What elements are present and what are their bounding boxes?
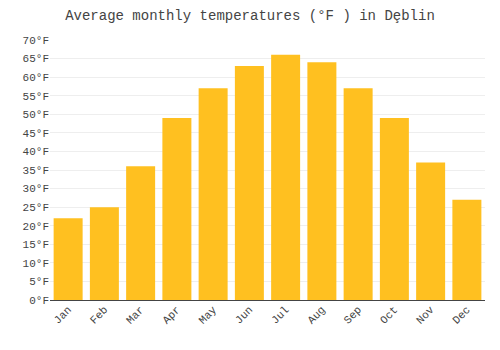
svg-text:Aug: Aug — [305, 304, 327, 326]
svg-text:Jan: Jan — [52, 304, 74, 326]
svg-text:Sep: Sep — [342, 304, 364, 326]
svg-text:70°F: 70°F — [23, 35, 49, 47]
svg-text:65°F: 65°F — [23, 53, 49, 65]
svg-text:Dec: Dec — [450, 304, 472, 326]
svg-text:Feb: Feb — [88, 304, 110, 326]
svg-text:60°F: 60°F — [23, 72, 49, 84]
svg-text:30°F: 30°F — [23, 183, 49, 195]
svg-text:45°F: 45°F — [23, 128, 49, 140]
svg-text:Average monthly temperatures (: Average monthly temperatures (°F ) in Dȩ… — [65, 8, 435, 24]
svg-text:25°F: 25°F — [23, 202, 49, 214]
svg-text:10°F: 10°F — [23, 258, 49, 270]
svg-text:Mar: Mar — [124, 304, 146, 326]
svg-text:50°F: 50°F — [23, 109, 49, 121]
svg-text:Oct: Oct — [378, 304, 400, 326]
svg-text:Jun: Jun — [233, 304, 255, 326]
svg-text:Jul: Jul — [269, 304, 291, 326]
svg-text:20°F: 20°F — [23, 221, 49, 233]
svg-text:0°F: 0°F — [29, 295, 49, 307]
svg-text:5°F: 5°F — [29, 276, 49, 288]
svg-text:Nov: Nov — [414, 304, 437, 327]
svg-text:35°F: 35°F — [23, 165, 49, 177]
svg-text:May: May — [197, 304, 220, 327]
svg-text:40°F: 40°F — [23, 146, 49, 158]
svg-text:Apr: Apr — [160, 304, 182, 326]
svg-text:15°F: 15°F — [23, 239, 49, 251]
svg-text:55°F: 55°F — [23, 91, 49, 103]
